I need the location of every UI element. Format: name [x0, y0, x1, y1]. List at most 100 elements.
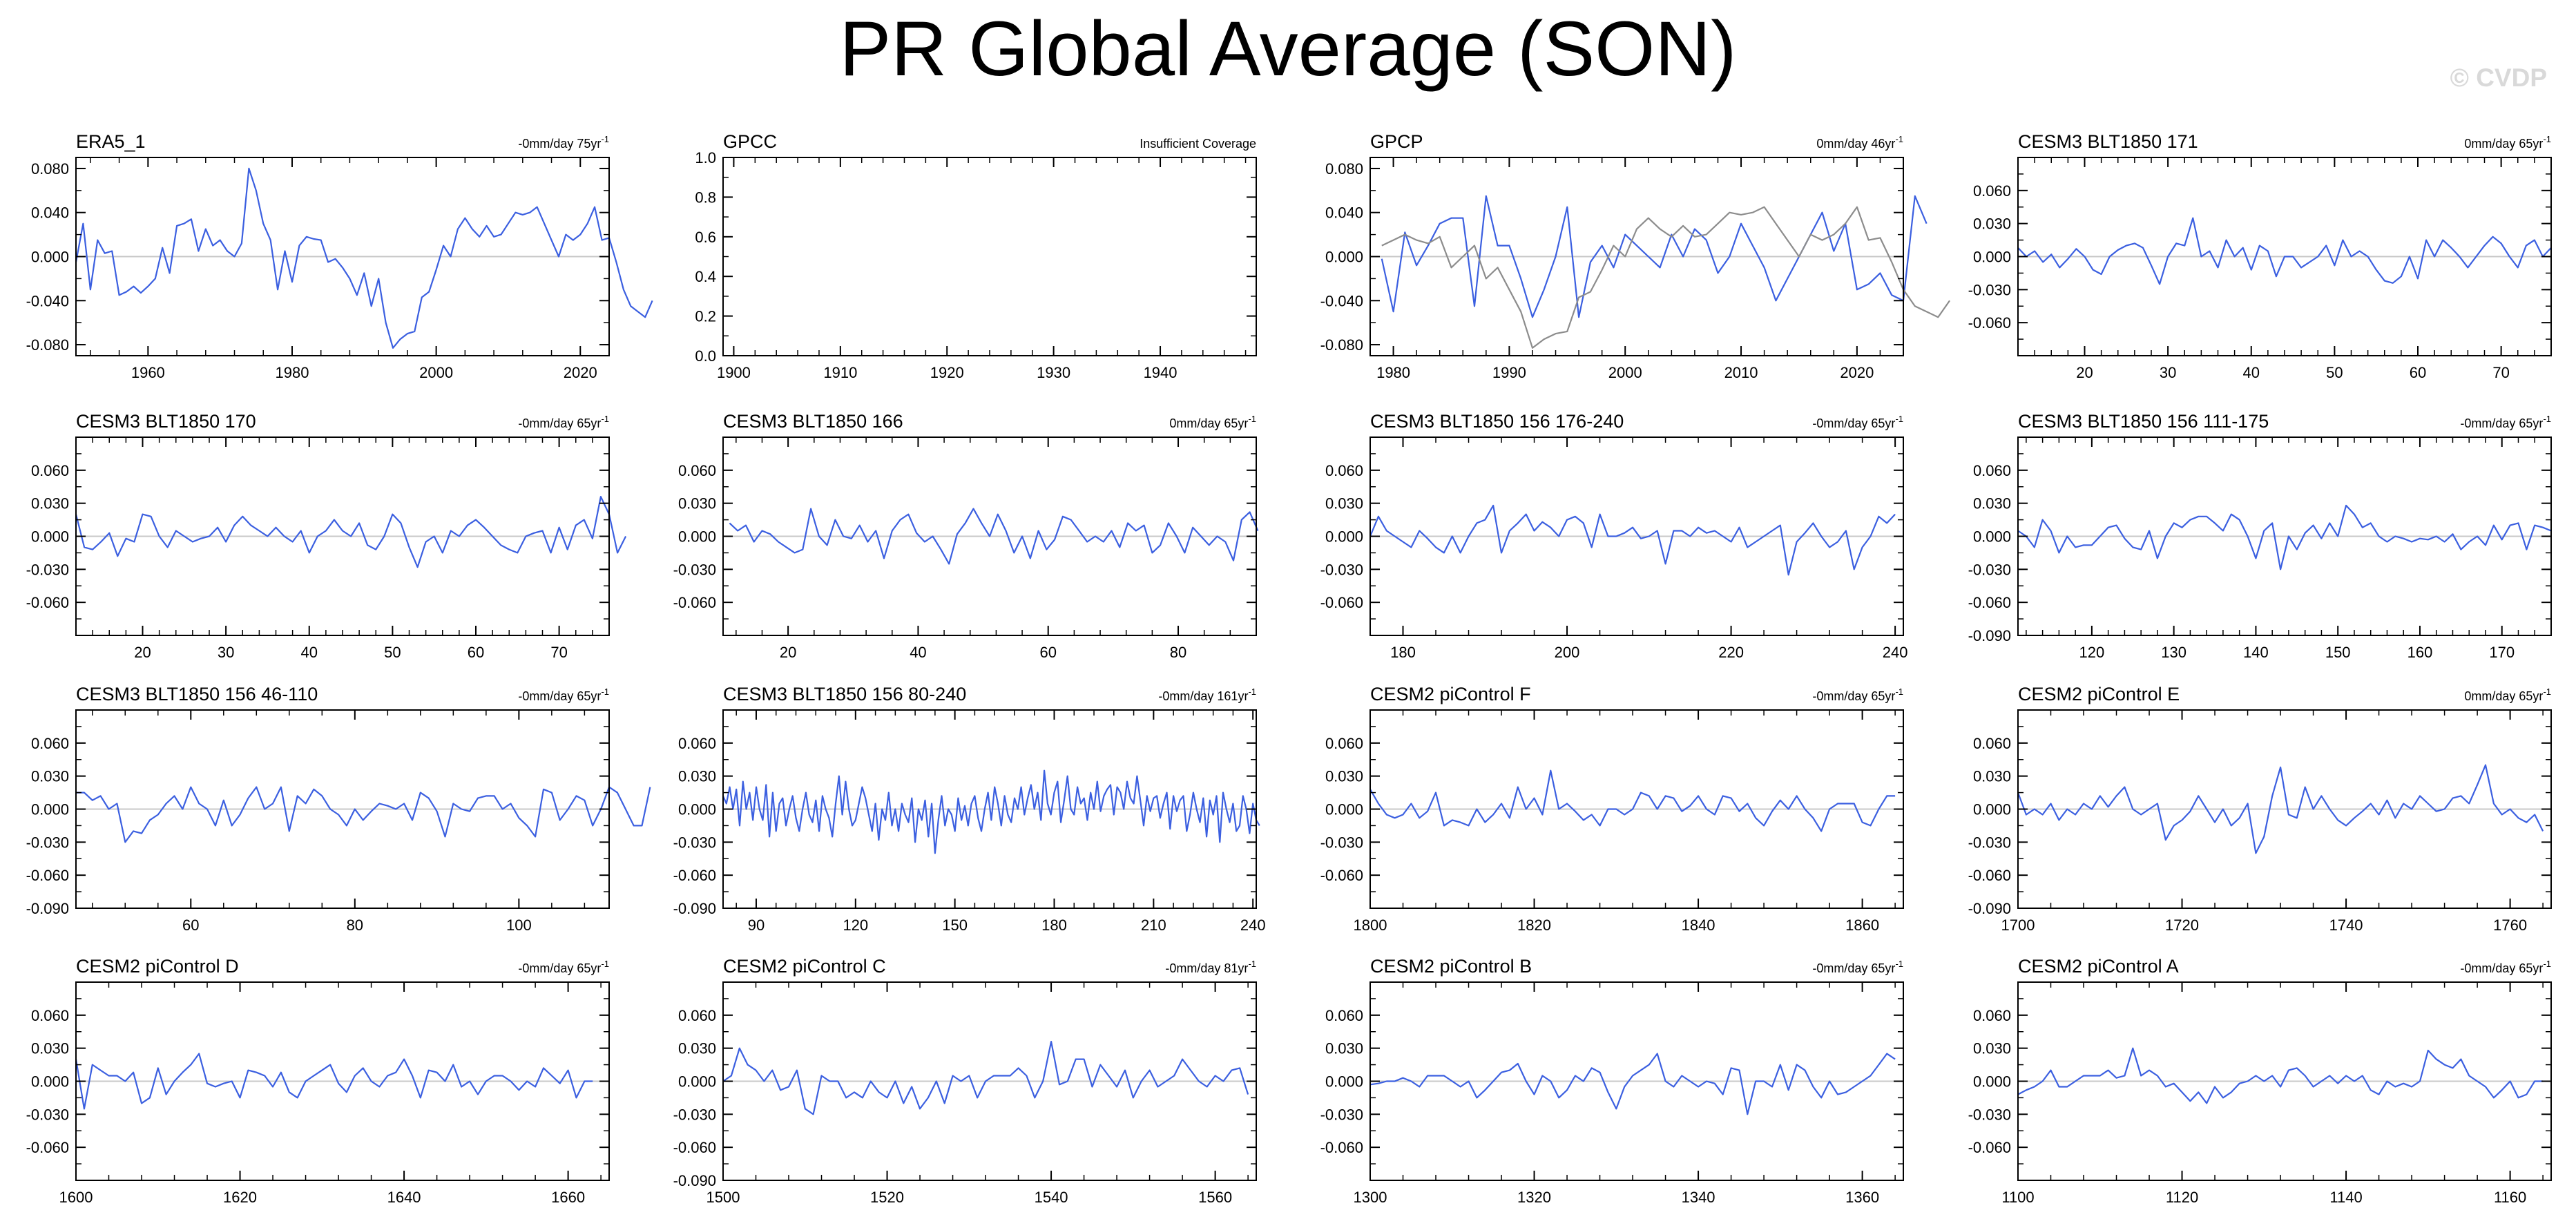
- y-tick-label: 0.060: [678, 735, 716, 752]
- y-tick-label: 0.2: [695, 308, 716, 325]
- x-tick-label: 50: [2326, 364, 2343, 381]
- series-line: [1369, 504, 1896, 576]
- y-tick-label: 0.000: [1973, 801, 2011, 818]
- panel-trend-note: -0mm/day 65yr-1: [518, 687, 609, 703]
- panel-title: ERA5_1: [76, 131, 146, 152]
- x-tick-label: 1340: [1682, 1189, 1715, 1206]
- page-title: PR Global Average (SON): [839, 6, 1737, 92]
- panel-title: CESM3 BLT1850 166: [723, 411, 903, 432]
- x-tick-label: 40: [2243, 364, 2260, 381]
- panel-trend-note: -0mm/day 81yr-1: [1165, 959, 1256, 975]
- y-tick-label: 0.030: [1973, 215, 2011, 233]
- watermark-text: © CVDP: [2450, 64, 2547, 92]
- y-tick-label: 0.030: [678, 768, 716, 785]
- x-tick-label: 120: [2079, 644, 2105, 661]
- y-tick-label: 0.000: [1325, 1073, 1363, 1091]
- x-tick-label: 1920: [930, 364, 964, 381]
- x-tick-label: 1760: [2493, 917, 2527, 934]
- x-tick-label: 150: [942, 917, 968, 934]
- panel-title: CESM2 piControl D: [76, 956, 239, 977]
- y-tick-label: 0.080: [31, 160, 69, 178]
- x-tick-label: 50: [384, 644, 401, 661]
- panel-trend-note: -0mm/day 65yr-1: [1812, 959, 1903, 975]
- y-tick-label: 0.030: [1325, 1040, 1363, 1057]
- plot-frame: [722, 157, 1257, 356]
- x-tick-label: 180: [1390, 644, 1416, 661]
- panel-title: CESM2 piControl A: [2018, 956, 2179, 977]
- x-tick-label: 240: [1240, 917, 1266, 934]
- trend-note-superscript: -1: [1248, 687, 1256, 697]
- y-tick-label: -0.060: [673, 1139, 716, 1156]
- x-tick-label: 20: [780, 644, 796, 661]
- panel-title: GPCP: [1370, 131, 1423, 152]
- y-tick-label: 0.060: [678, 1007, 716, 1024]
- y-tick-label: -0.030: [1968, 834, 2011, 851]
- y-tick-label: 0.060: [1325, 735, 1363, 752]
- x-tick-label: 100: [506, 917, 532, 934]
- x-tick-label: 150: [2325, 644, 2351, 661]
- x-tick-label: 1660: [551, 1189, 585, 1206]
- trend-note-superscript: -1: [1248, 959, 1256, 969]
- x-tick-label: 1930: [1037, 364, 1070, 381]
- x-tick-label: 130: [2161, 644, 2186, 661]
- x-tick-label: 1360: [1845, 1189, 1879, 1206]
- y-tick-label: 0.030: [1973, 768, 2011, 785]
- series-line: [75, 495, 627, 568]
- y-tick-label: 0.030: [1973, 1040, 2011, 1057]
- y-tick-label: -0.080: [1320, 336, 1363, 354]
- y-tick-label: 0.000: [678, 1073, 716, 1091]
- series-line: [1381, 195, 1928, 318]
- panel-title: CESM2 piControl F: [1370, 684, 1531, 704]
- trend-note-superscript: -1: [1895, 414, 1903, 424]
- x-tick-label: 1700: [2001, 917, 2035, 934]
- y-tick-label: 0.8: [695, 189, 716, 206]
- x-tick-label: 200: [1555, 644, 1580, 661]
- panel-trend-note: -0mm/day 65yr-1: [518, 414, 609, 430]
- x-tick-label: 1940: [1144, 364, 1178, 381]
- x-tick-label: 80: [1170, 644, 1186, 661]
- chart-panel: 0.060 0.030 0.000 -0.030 -0.060 20 40 60 80 CESM3…: [673, 411, 1259, 661]
- x-tick-label: 1140: [2329, 1189, 2362, 1206]
- x-tick-label: 20: [2076, 364, 2093, 381]
- trend-note-superscript: -1: [601, 959, 609, 969]
- x-tick-label: 1900: [717, 364, 751, 381]
- panel-title: CESM3 BLT1850 156 46-110: [76, 684, 318, 704]
- x-tick-label: 1740: [2329, 917, 2363, 934]
- y-tick-label: 0.060: [1325, 462, 1363, 479]
- panel-title: CESM3 BLT1850 156 176-240: [1370, 411, 1624, 432]
- x-tick-label: 40: [910, 644, 926, 661]
- y-tick-label: 0.030: [31, 1040, 69, 1057]
- y-tick-label: 0.000: [31, 249, 69, 266]
- y-tick-label: -0.040: [1320, 292, 1363, 309]
- x-tick-label: 210: [1141, 917, 1166, 934]
- y-tick-label: 0.060: [1973, 462, 2011, 479]
- y-tick-label: -0.090: [673, 1172, 716, 1189]
- series-line: [1369, 1053, 1896, 1115]
- series-line: [76, 786, 651, 843]
- x-tick-label: 1910: [823, 364, 857, 381]
- y-tick-label: 0.040: [1325, 204, 1363, 222]
- x-tick-label: 1720: [2165, 917, 2199, 934]
- y-tick-label: 0.060: [1973, 1007, 2011, 1024]
- x-tick-label: 2020: [1840, 364, 1874, 381]
- y-tick-label: 0.030: [678, 1040, 716, 1057]
- panel-title: CESM2 piControl B: [1370, 956, 1532, 977]
- y-tick-label: -0.030: [1320, 834, 1363, 851]
- x-tick-label: 170: [2489, 644, 2515, 661]
- y-tick-label: 0.000: [1325, 801, 1363, 818]
- series-line: [2017, 1047, 2544, 1104]
- trend-note-superscript: -1: [1895, 959, 1903, 969]
- y-tick-label: 0.000: [678, 528, 716, 546]
- x-tick-label: 20: [134, 644, 151, 661]
- panel-trend-note: 0mm/day 46yr-1: [1816, 134, 1903, 151]
- panel-trend-note: Insufficient Coverage: [1140, 137, 1256, 151]
- y-tick-label: 0.080: [1325, 160, 1363, 178]
- series-line: [722, 769, 1260, 854]
- trend-note-superscript: -1: [1248, 414, 1256, 424]
- y-tick-label: -0.040: [26, 292, 69, 309]
- y-tick-label: 0.030: [678, 495, 716, 512]
- x-tick-label: 1600: [59, 1189, 93, 1206]
- chart-panel: 0.060 0.030 0.000 -0.030 -0.060 1800 1820 1840 1…: [1320, 684, 1904, 934]
